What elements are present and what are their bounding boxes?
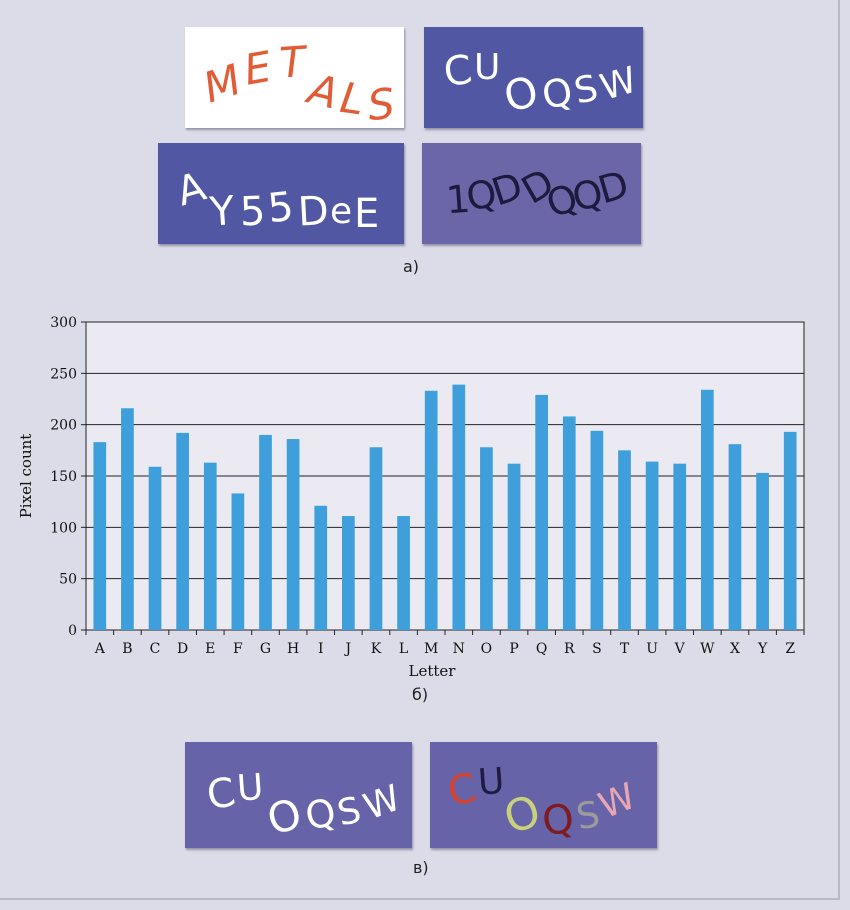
x-tick-label: H bbox=[287, 641, 299, 657]
svg-text:e: e bbox=[330, 191, 352, 232]
x-tick-label: Y bbox=[757, 641, 768, 657]
y-tick-label: 0 bbox=[68, 623, 77, 639]
y-tick-label: 100 bbox=[50, 520, 77, 536]
x-tick-label: X bbox=[730, 641, 740, 657]
svg-text:D: D bbox=[297, 188, 330, 236]
bar-M bbox=[424, 390, 438, 630]
bar-Y bbox=[756, 472, 769, 630]
svg-text:U: U bbox=[474, 47, 500, 88]
svg-text:Q: Q bbox=[539, 795, 577, 845]
bar-P bbox=[507, 463, 521, 630]
captcha-cuoqsw-graphic: C U O Q S W bbox=[424, 27, 643, 128]
x-tick-label: S bbox=[592, 641, 602, 657]
x-tick-label: N bbox=[453, 641, 465, 657]
x-tick-label: V bbox=[674, 641, 686, 657]
captcha-binarized-graphic: C U O Q S W bbox=[185, 742, 412, 848]
x-tick-label: W bbox=[700, 641, 715, 657]
bar-U bbox=[645, 461, 659, 630]
x-tick-label: R bbox=[564, 641, 575, 657]
svg-text:5: 5 bbox=[239, 189, 266, 236]
y-tick-label: 200 bbox=[50, 418, 77, 434]
x-tick-label: O bbox=[481, 641, 492, 657]
x-tick-label: B bbox=[122, 641, 132, 657]
x-tick-label: Z bbox=[785, 641, 795, 657]
panel-b-caption: б) bbox=[412, 685, 429, 704]
svg-text:U: U bbox=[477, 761, 506, 804]
svg-text:U: U bbox=[236, 767, 265, 810]
x-tick-label: I bbox=[318, 641, 324, 657]
x-tick-label: G bbox=[260, 641, 271, 657]
bar-Q bbox=[535, 394, 549, 630]
bar-V bbox=[673, 463, 687, 630]
captcha-image-cuoqsw-segmented: C U O Q S W bbox=[430, 742, 657, 848]
bar-I bbox=[314, 505, 328, 630]
captcha-metals-graphic: M E T A L S bbox=[185, 27, 404, 128]
bar-C bbox=[148, 466, 162, 630]
bar-A bbox=[93, 442, 107, 630]
x-tick-label: A bbox=[94, 641, 106, 657]
bar-J bbox=[341, 516, 355, 630]
bar-Z bbox=[783, 431, 797, 630]
captcha-ay55dee-graphic: A Y 5 5 D e E bbox=[158, 143, 404, 244]
x-tick-label: M bbox=[424, 641, 438, 657]
bar-D bbox=[176, 432, 190, 630]
x-axis-title: Letter bbox=[409, 662, 457, 680]
bar-R bbox=[562, 416, 576, 630]
bar-K bbox=[369, 447, 383, 630]
captcha-dark-graphic: 1 Q D D Q Q D bbox=[422, 143, 641, 244]
captcha-image-cuoqsw: C U O Q S W bbox=[424, 27, 643, 128]
x-tick-label: T bbox=[620, 641, 630, 657]
captcha-segmented-graphic: C U O Q S W bbox=[430, 742, 657, 848]
x-tick-label: J bbox=[344, 641, 352, 657]
svg-text:E: E bbox=[354, 191, 379, 237]
bar-L bbox=[397, 516, 410, 630]
svg-text:C: C bbox=[441, 47, 475, 96]
y-tick-label: 300 bbox=[50, 315, 77, 331]
x-tick-label: E bbox=[205, 641, 215, 657]
panel-a-caption: а) bbox=[403, 257, 420, 276]
x-tick-label: Q bbox=[536, 641, 547, 657]
bar-O bbox=[480, 447, 493, 630]
svg-text:Y: Y bbox=[207, 188, 236, 236]
captcha-image-cuoqsw-binarized: C U O Q S W bbox=[185, 742, 412, 848]
bar-F bbox=[231, 493, 245, 630]
y-axis-ticks: 0 50 100 150 200 250 300 bbox=[50, 315, 86, 639]
x-tick-label: U bbox=[646, 641, 658, 657]
x-tick-label: D bbox=[177, 641, 188, 657]
bar-S bbox=[590, 430, 604, 630]
y-tick-label: 150 bbox=[50, 469, 77, 485]
bar-X bbox=[728, 444, 742, 630]
bar-H bbox=[286, 439, 300, 630]
y-tick-label: 250 bbox=[50, 366, 77, 382]
svg-text:S: S bbox=[365, 79, 397, 128]
bars bbox=[93, 384, 797, 630]
x-tick-label: L bbox=[399, 641, 408, 657]
x-tick-label: K bbox=[371, 641, 382, 657]
bar-W bbox=[700, 389, 714, 630]
bar-G bbox=[259, 434, 272, 630]
bar-E bbox=[203, 462, 217, 630]
svg-text:1: 1 bbox=[445, 177, 472, 223]
bar-N bbox=[452, 384, 466, 630]
panel-c-caption: в) bbox=[413, 858, 429, 877]
captcha-image-dark-letters: 1 Q D D Q Q D bbox=[422, 143, 641, 244]
y-axis-title: Pixel count bbox=[17, 434, 35, 519]
x-tick-label: C bbox=[150, 641, 161, 657]
captcha-image-ay55dee: A Y 5 5 D e E bbox=[158, 143, 404, 244]
svg-text:5: 5 bbox=[266, 184, 296, 232]
bar-T bbox=[618, 450, 631, 630]
y-tick-label: 50 bbox=[59, 572, 77, 588]
figure-frame bbox=[0, 0, 840, 900]
x-tick-label: P bbox=[509, 641, 518, 657]
bar-B bbox=[121, 408, 134, 630]
x-tick-label: F bbox=[233, 641, 243, 657]
captcha-image-metals: M E T A L S bbox=[185, 27, 404, 128]
